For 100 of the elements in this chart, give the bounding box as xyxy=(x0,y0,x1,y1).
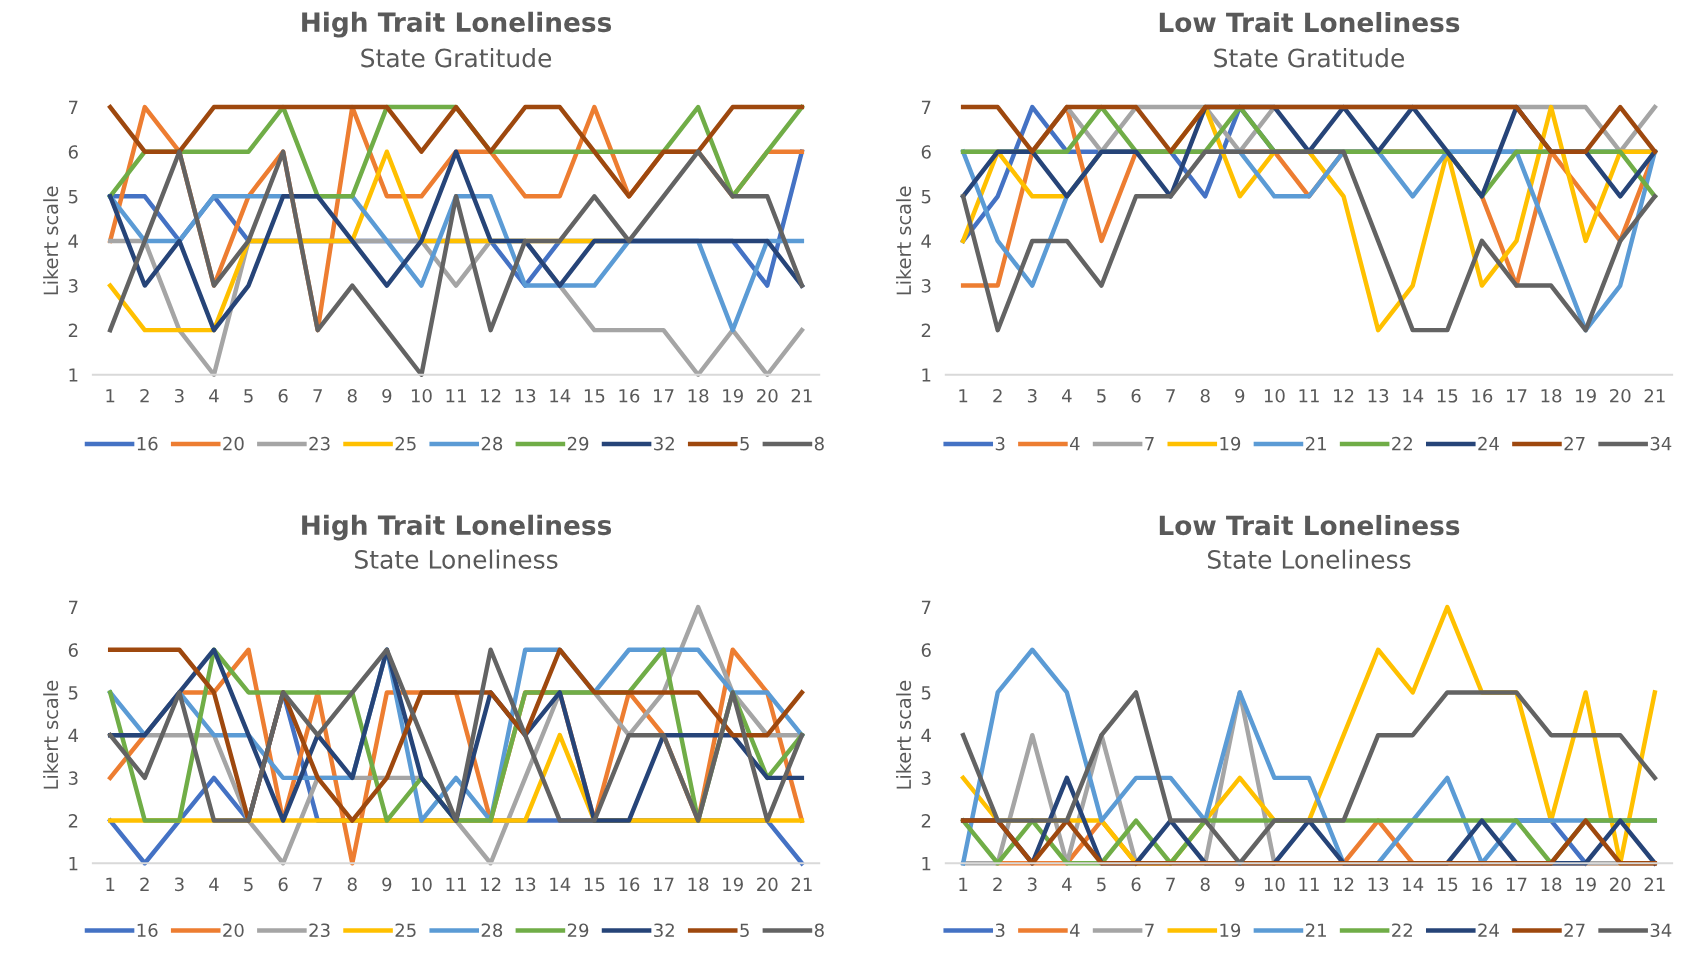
x-tick-label: 10 xyxy=(1264,388,1285,403)
y-tick-label: 7 xyxy=(921,600,931,614)
legend-label: 32 xyxy=(654,436,674,451)
legend-label: 25 xyxy=(395,436,416,451)
legend-label: 4 xyxy=(1069,437,1080,451)
x-tick-label: 7 xyxy=(313,877,322,891)
x-tick-label: 18 xyxy=(688,388,709,403)
y-tick-label: 7 xyxy=(69,600,78,614)
x-tick-label: 20 xyxy=(757,388,778,403)
y-tick-label: 2 xyxy=(921,814,931,828)
y-tick-label: 6 xyxy=(68,145,78,159)
chart-subtitle: State Gratitude xyxy=(1214,48,1405,68)
legend-label: 20 xyxy=(223,436,244,451)
x-tick-label: 15 xyxy=(584,389,605,403)
legend-label: 27 xyxy=(1564,436,1585,451)
x-tick-label: 21 xyxy=(791,877,812,891)
legend-label: 28 xyxy=(481,923,503,938)
x-tick-label: 5 xyxy=(1097,877,1106,892)
x-tick-label: 2 xyxy=(140,877,149,891)
y-tick-label: 4 xyxy=(68,234,78,248)
legend-label: 16 xyxy=(137,436,158,451)
x-tick-label: 3 xyxy=(174,388,184,403)
x-tick-label: 14 xyxy=(550,877,571,891)
x-tick-label: 7 xyxy=(1166,877,1175,891)
x-tick-label: 19 xyxy=(723,388,743,403)
legend-label: 7 xyxy=(1145,923,1154,937)
legend-label: 5 xyxy=(740,437,749,451)
x-tick-label: 16 xyxy=(619,388,640,403)
x-tick-label: 20 xyxy=(1610,877,1631,892)
y-axis-title: Likert scale xyxy=(43,680,59,789)
x-tick-label: 3 xyxy=(174,877,184,892)
legend-label: 8 xyxy=(814,436,824,451)
y-tick-label: 4 xyxy=(68,728,78,743)
x-tick-label: 21 xyxy=(1644,388,1665,403)
x-tick-label: 12 xyxy=(481,388,501,403)
x-tick-label: 17 xyxy=(654,877,674,891)
x-tick-label: 10 xyxy=(411,877,432,892)
x-tick-label: 18 xyxy=(688,877,709,892)
x-tick-label: 14 xyxy=(1403,389,1424,403)
y-tick-label: 5 xyxy=(68,686,78,700)
x-tick-label: 16 xyxy=(1472,388,1493,403)
y-tick-label: 4 xyxy=(921,234,931,248)
legend-label: 16 xyxy=(137,923,158,938)
legend-label: 21 xyxy=(1305,436,1326,451)
legend-label: 29 xyxy=(567,436,589,451)
x-tick-label: 2 xyxy=(993,388,1002,403)
x-tick-label: 6 xyxy=(1131,388,1141,403)
y-tick-label: 7 xyxy=(921,100,931,114)
x-tick-label: 8 xyxy=(1200,388,1210,403)
chart-title: High Trait Loneliness xyxy=(302,514,612,541)
x-tick-label: 3 xyxy=(1027,388,1037,403)
x-tick-label: 1 xyxy=(959,389,968,403)
y-axis-title: Likert scale xyxy=(43,186,59,295)
x-tick-label: 6 xyxy=(278,877,288,892)
x-tick-label: 10 xyxy=(1264,877,1285,892)
x-tick-label: 15 xyxy=(584,877,605,892)
x-tick-label: 5 xyxy=(244,877,253,892)
legend-label: 28 xyxy=(481,436,503,451)
legend-label: 20 xyxy=(223,923,244,938)
x-tick-label: 18 xyxy=(1541,388,1562,403)
legend-label: 5 xyxy=(740,923,749,938)
legend-label: 32 xyxy=(654,923,674,938)
x-tick-label: 16 xyxy=(619,877,640,892)
x-tick-label: 6 xyxy=(1131,877,1141,892)
legend-label: 24 xyxy=(1478,923,1499,937)
y-tick-label: 3 xyxy=(921,278,931,293)
x-tick-label: 14 xyxy=(1403,877,1424,891)
x-tick-label: 4 xyxy=(1062,389,1072,403)
x-tick-label: 13 xyxy=(1368,388,1389,403)
y-tick-label: 3 xyxy=(68,771,78,785)
y-tick-label: 3 xyxy=(68,278,78,293)
legend-label: 3 xyxy=(995,923,1005,938)
x-tick-label: 1 xyxy=(959,877,968,891)
x-tick-label: 12 xyxy=(481,877,501,891)
x-tick-label: 7 xyxy=(313,389,322,403)
legend-label: 8 xyxy=(814,923,824,938)
x-tick-label: 10 xyxy=(411,388,432,403)
x-tick-label: 2 xyxy=(993,877,1002,891)
legend-label: 19 xyxy=(1220,923,1241,938)
x-tick-label: 12 xyxy=(1334,877,1354,891)
x-tick-label: 4 xyxy=(209,877,219,891)
x-tick-label: 13 xyxy=(515,388,536,403)
x-tick-label: 11 xyxy=(446,877,466,891)
x-tick-label: 13 xyxy=(1368,877,1389,892)
legend-label: 4 xyxy=(1069,923,1080,937)
legend-label: 29 xyxy=(567,923,589,938)
legend-label: 27 xyxy=(1564,923,1585,937)
x-tick-label: 13 xyxy=(515,877,536,892)
x-tick-label: 21 xyxy=(1644,877,1665,891)
chart-title: Low Trait Loneliness xyxy=(1159,514,1460,536)
x-tick-label: 14 xyxy=(550,389,571,403)
x-tick-label: 1 xyxy=(106,877,115,891)
y-tick-label: 3 xyxy=(921,771,931,785)
y-tick-label: 1 xyxy=(69,856,78,871)
chart-subtitle: State Gratitude xyxy=(361,48,552,68)
y-tick-label: 2 xyxy=(68,323,78,337)
legend-label: 22 xyxy=(1392,436,1412,451)
x-tick-label: 11 xyxy=(1299,877,1319,891)
y-axis-title: Likert scale xyxy=(896,186,912,295)
legend-label: 21 xyxy=(1305,923,1326,937)
